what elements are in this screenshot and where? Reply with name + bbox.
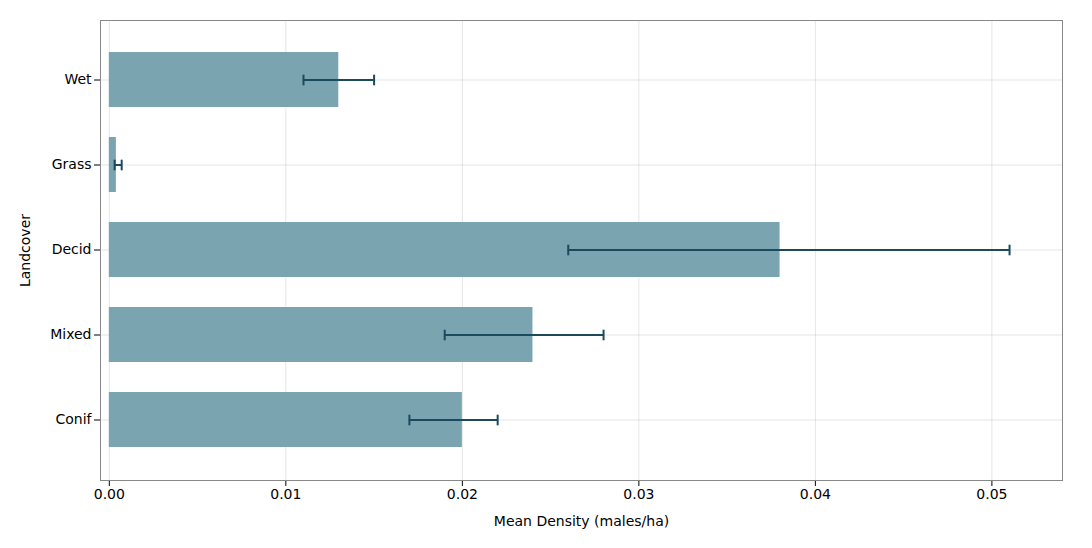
svg-text:0.04: 0.04 xyxy=(800,486,831,502)
svg-text:0.00: 0.00 xyxy=(94,486,125,502)
svg-text:0.05: 0.05 xyxy=(976,486,1007,502)
svg-text:Mixed: Mixed xyxy=(50,326,91,342)
svg-text:Landcover: Landcover xyxy=(17,214,33,287)
svg-text:0.01: 0.01 xyxy=(270,486,301,502)
svg-text:0.02: 0.02 xyxy=(447,486,478,502)
svg-text:Grass: Grass xyxy=(52,156,92,172)
svg-text:Mean Density (males/ha): Mean Density (males/ha) xyxy=(494,513,669,529)
svg-text:Wet: Wet xyxy=(64,71,92,87)
svg-text:0.03: 0.03 xyxy=(623,486,654,502)
svg-text:Decid: Decid xyxy=(52,241,92,257)
svg-text:Conif: Conif xyxy=(55,411,92,427)
